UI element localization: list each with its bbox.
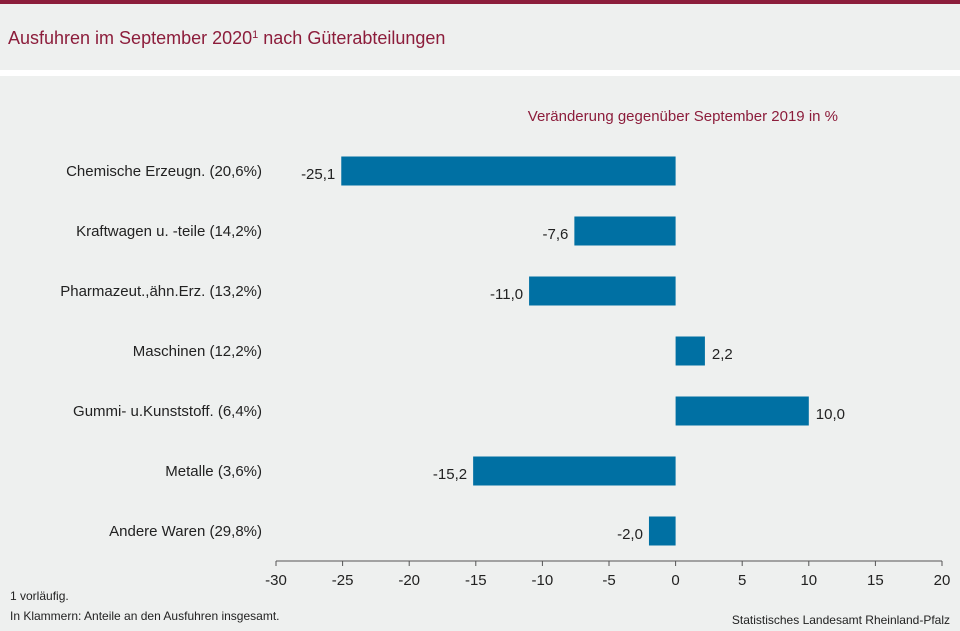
source-credit: Statistisches Landesamt Rheinland-Pfalz (731, 613, 950, 627)
title-divider (0, 70, 960, 76)
bar (648, 516, 676, 546)
category-label: Kraftwagen u. -teile (14,2%) (76, 223, 262, 240)
bar (529, 276, 676, 306)
x-tick-label: -15 (465, 572, 487, 589)
category-label: Chemische Erzeugn. (20,6%) (66, 163, 262, 180)
bar (675, 336, 705, 366)
value-label: -11,0 (490, 286, 523, 303)
value-label: -25,1 (301, 166, 335, 183)
value-label: 10,0 (816, 406, 845, 423)
title-footnote-mark: 1 (252, 29, 259, 41)
category-label: Pharmazeut.,ähn.Erz. (13,2%) (60, 283, 262, 300)
x-tick-label: 10 (800, 572, 817, 589)
chart-title-suffix: nach Güterabteilungen (258, 28, 446, 48)
x-tick-label: -25 (332, 572, 354, 589)
x-tick-label: -30 (265, 572, 287, 589)
category-label: Metalle (3,6%) (165, 463, 262, 480)
bar (341, 156, 676, 186)
footnote-preliminary: 1 vorläufig. (10, 589, 69, 603)
bar (473, 456, 676, 486)
category-label: Gummi- u.Kunststoff. (6,4%) (73, 403, 262, 420)
value-label: -15,2 (433, 466, 467, 483)
x-tick-label: 15 (867, 572, 884, 589)
category-label: Maschinen (12,2%) (133, 343, 262, 360)
x-tick-label: 5 (738, 572, 746, 589)
value-label: 2,2 (712, 346, 733, 363)
chart-title-text: Ausfuhren im September 2020 (8, 28, 253, 48)
chart-title: Ausfuhren im September 20201 nach Gütera… (8, 28, 445, 49)
bar (675, 396, 809, 426)
footnote-shares: In Klammern: Anteile an den Ausfuhren in… (10, 609, 280, 623)
category-label: Andere Waren (29,8%) (109, 523, 262, 540)
x-tick-label: -20 (398, 572, 420, 589)
x-tick-label: -10 (532, 572, 554, 589)
x-tick-label: 20 (934, 572, 951, 589)
value-label: -7,6 (543, 226, 569, 243)
x-tick-label: 0 (671, 572, 679, 589)
bar (574, 216, 676, 246)
value-label: -2,0 (617, 526, 643, 543)
x-tick-label: -5 (602, 572, 615, 589)
top-accent-rule (0, 0, 960, 4)
chart-subtitle: Veränderung gegenüber September 2019 in … (528, 108, 838, 125)
